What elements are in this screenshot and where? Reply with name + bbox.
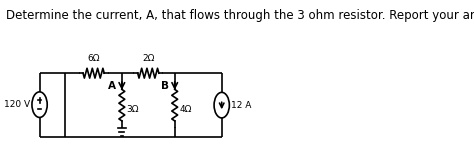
Text: Determine the current, A, that flows through the 3 ohm resistor. Report your ans: Determine the current, A, that flows thr… bbox=[6, 9, 474, 22]
Text: A: A bbox=[108, 81, 116, 91]
Text: 120 V: 120 V bbox=[4, 100, 30, 109]
Text: B: B bbox=[161, 81, 169, 91]
Text: 12 A: 12 A bbox=[231, 101, 252, 110]
Text: 4Ω: 4Ω bbox=[180, 104, 192, 114]
Text: 2Ω: 2Ω bbox=[142, 54, 155, 63]
Text: 3Ω: 3Ω bbox=[127, 104, 139, 114]
Text: 6Ω: 6Ω bbox=[87, 54, 100, 63]
